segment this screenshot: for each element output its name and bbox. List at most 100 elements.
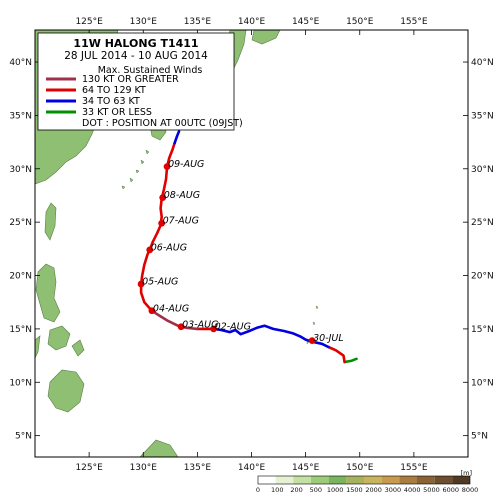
colorbar-unit: [m] [461, 469, 472, 477]
colorbar-label: 100 [271, 486, 283, 494]
lon-label-top: 140°E [238, 17, 266, 27]
position-dot [163, 163, 171, 171]
lat-label-left: 10°N [9, 378, 32, 388]
lon-label-bottom: 145°E [292, 463, 320, 473]
lon-label-bottom: 140°E [238, 463, 266, 473]
track-segment [173, 130, 181, 145]
date-label: 30-JUL [313, 333, 344, 344]
lat-label-right: 30°N [471, 165, 494, 175]
position-dots [137, 163, 316, 345]
land-luzon [35, 263, 61, 323]
colorbar-label: 0 [256, 486, 260, 494]
date-label: 09-AUG [168, 159, 204, 170]
land-visayas [47, 325, 85, 357]
colorbar-label: 1000 [327, 486, 344, 494]
colorbar-swatch [346, 476, 364, 484]
colorbar-swatch [417, 476, 435, 484]
legend-box: 11W HALONG T1411 28 JUL 2014 - 10 AUG 20… [37, 32, 243, 131]
lat-label-right: 40°N [471, 58, 494, 68]
colorbar-label: 3000 [385, 486, 402, 494]
date-label: 05-AUG [142, 277, 178, 288]
legend-item-label: 34 TO 63 KT [82, 96, 140, 107]
date-label: 07-AUG [163, 216, 199, 227]
date-label: 08-AUG [164, 190, 200, 201]
lon-label-bottom: 130°E [130, 463, 158, 473]
lat-label-left: 15°N [9, 325, 32, 335]
lon-label-bottom: 135°E [184, 463, 212, 473]
storm-title: 11W HALONG T1411 [73, 37, 198, 50]
land-new-guinea [139, 439, 179, 457]
lat-label-right: 20°N [471, 272, 494, 282]
lon-label-top: 125°E [75, 17, 103, 27]
position-dot [158, 219, 166, 227]
colorbar-swatch [275, 476, 294, 484]
position-dot [146, 246, 154, 254]
position-dot [159, 194, 167, 201]
lon-label-top: 130°E [130, 17, 158, 27]
lon-label-top: 150°E [346, 17, 374, 27]
colorbar-swatch [434, 476, 453, 484]
date-label: 06-AUG [151, 242, 187, 253]
legend-item-label: 64 TO 129 KT [82, 85, 146, 96]
land-hokkaido [251, 30, 281, 45]
colorbar-swatch [328, 476, 347, 484]
date-label: 03-AUG [182, 319, 218, 330]
colorbar-label: 500 [310, 486, 322, 494]
lat-label-left: 30°N [9, 165, 32, 175]
lon-label-top: 155°E [400, 17, 428, 27]
colorbar-label: 1500 [346, 486, 363, 494]
lon-label-top: 135°E [184, 17, 212, 27]
lat-label-left: 5°N [15, 432, 32, 442]
track-segment [150, 309, 199, 331]
land-palawan [35, 335, 41, 359]
colorbar-label: 2000 [365, 486, 382, 494]
legend-item-label: 33 KT OR LESS [82, 107, 152, 118]
colorbar-label: 200 [290, 486, 302, 494]
position-dot [210, 325, 218, 333]
lon-label-top: 145°E [292, 17, 320, 27]
elevation-colorbar: 0 100 200 500 1000 1500 2000 3000 4000 5000 6000 80… [256, 469, 478, 494]
land-taiwan [44, 202, 57, 241]
colorbar-label: 5000 [423, 486, 440, 494]
position-dot [137, 280, 145, 288]
colorbar-swatch [364, 476, 382, 484]
lat-label-right: 15°N [471, 325, 494, 335]
storm-period: 28 JUL 2014 - 10 AUG 2014 [64, 50, 208, 62]
colorbar-swatch [399, 476, 417, 484]
legend-heading: Max. Sustained Winds [98, 65, 203, 76]
track-segment [327, 345, 346, 364]
lat-label-left: 35°N [9, 111, 32, 121]
lon-label-bottom: 125°E [75, 463, 103, 473]
track-segment [343, 357, 358, 364]
colorbar-swatch [311, 476, 329, 484]
lat-label-right: 25°N [471, 218, 494, 228]
lat-label-right: 5°N [471, 432, 488, 442]
lat-label-left: 20°N [9, 272, 32, 282]
lat-label-right: 35°N [471, 111, 494, 121]
lon-label-bottom: 150°E [346, 463, 374, 473]
legend-item-label: 130 KT OR GREATER [82, 74, 179, 85]
lon-label-bottom: 155°E [400, 463, 428, 473]
lat-label-right: 10°N [471, 378, 494, 388]
colorbar-swatch [258, 476, 276, 484]
colorbar-swatch [381, 476, 400, 484]
land-mindanao [47, 369, 85, 413]
land-ryukyu-islands [121, 149, 150, 190]
position-dot [148, 307, 156, 315]
lat-label-left: 25°N [9, 218, 32, 228]
legend-background [37, 32, 235, 131]
colorbar-frame [257, 475, 471, 485]
legend-dot-note: DOT : POSITION AT 00UTC (09JST) [82, 118, 243, 129]
colorbar-label: 8000 [462, 486, 479, 494]
position-dot [308, 337, 316, 345]
colorbar-swatch [293, 476, 311, 484]
colorbar-label: 4000 [404, 486, 421, 494]
colorbar-label: 6000 [442, 486, 459, 494]
date-label: 02-AUG [215, 321, 251, 332]
position-dot [177, 323, 185, 331]
lat-label-left: 40°N [9, 58, 32, 68]
